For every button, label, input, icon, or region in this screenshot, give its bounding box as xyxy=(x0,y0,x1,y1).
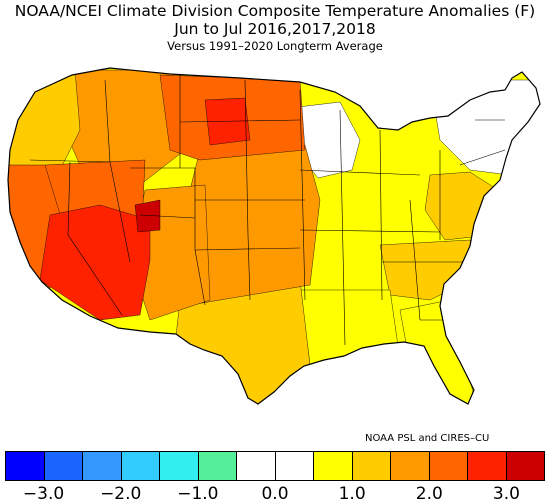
map-baseline-note: Versus 1991–2020 Longterm Average xyxy=(167,39,383,53)
color-scale-bar xyxy=(5,451,545,481)
map-title: NOAA/NCEI Climate Division Composite Tem… xyxy=(14,2,536,20)
color-scale-segment xyxy=(506,452,544,480)
color-scale-tick-label: −3.0 xyxy=(22,484,65,504)
region-utah-core xyxy=(134,199,161,233)
color-scale-segment xyxy=(44,452,83,480)
color-scale-segment xyxy=(198,452,237,480)
color-scale-tick-label: 0.0 xyxy=(261,484,289,504)
us-anomaly-map xyxy=(7,67,541,405)
color-scale-segment xyxy=(314,452,353,480)
color-scale-segment xyxy=(429,452,468,480)
color-scale-segment xyxy=(83,452,122,480)
region-desert-southwest xyxy=(39,204,151,321)
color-scale-tick-label: −2.0 xyxy=(100,484,142,504)
color-scale-tick-label: 2.0 xyxy=(415,484,443,504)
color-scale-segment xyxy=(391,452,430,480)
color-scale-tick-label: 1.0 xyxy=(338,484,366,504)
color-scale-segment xyxy=(275,452,314,480)
color-scale-segment xyxy=(160,452,199,480)
state-boundaries xyxy=(29,75,506,346)
color-scale-tick-label: 3.0 xyxy=(492,484,520,504)
color-scale-tick-label: −1.0 xyxy=(177,484,219,504)
region-florida xyxy=(399,299,481,404)
color-scale-segment xyxy=(121,452,160,480)
anomaly-fills xyxy=(8,68,540,404)
color-scale-ticks: −3.0 −2.0 −1.0 0.0 1.0 2.0 3.0 xyxy=(0,484,550,504)
color-scale-segment xyxy=(6,452,45,480)
color-scale-segment xyxy=(468,452,507,480)
credit-text: NOAA PSL and CIRES–CU xyxy=(365,433,490,444)
color-scale-segment xyxy=(352,452,391,480)
color-scale-segment xyxy=(237,452,276,480)
region-southeast xyxy=(379,239,481,301)
map-subtitle: Jun to Jul 2016,2017,2018 xyxy=(174,20,376,38)
